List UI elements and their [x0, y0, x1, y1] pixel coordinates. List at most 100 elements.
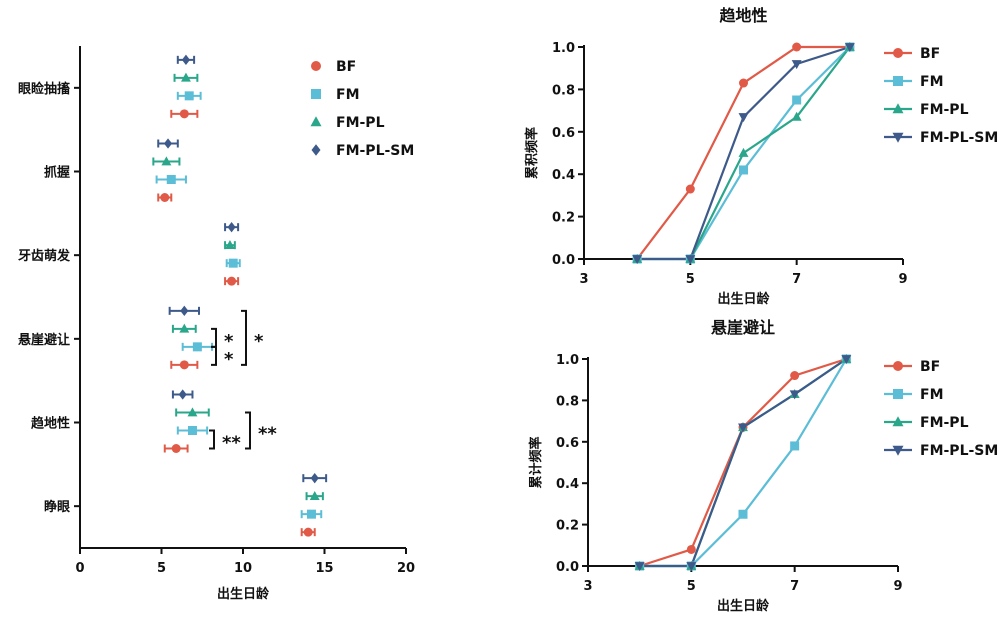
legend-label: FM-PL-SM	[336, 143, 414, 159]
x-tick-label: 5	[686, 272, 695, 287]
cliff-avoidance-cumulative-chart: 悬崖避让 0.0 0.2 0.4 0.6 0.8 1.0 3 5 7 9 BF FM FM-PL FM-…	[528, 318, 998, 614]
fm-point	[306, 509, 316, 519]
y-tick-label: 0.4	[552, 168, 575, 183]
legend-label: BF	[920, 359, 940, 375]
cliff-avoidance-legend: BF FM FM-PL FM-PL-SM	[884, 359, 998, 459]
milestone-points	[160, 54, 320, 537]
legend-label: FM	[920, 387, 944, 403]
legend-label: FM-PL-SM	[920, 130, 998, 146]
fm-point	[192, 342, 202, 352]
geotaxis-lines	[632, 41, 855, 265]
legend-label: FM-PL	[920, 415, 969, 431]
milestone-legend: BF FM FM-PL FM-PL-SM	[310, 59, 414, 159]
legend-label: BF	[920, 46, 940, 62]
significance-label: **	[222, 433, 241, 454]
y-tick-label: 0.8	[556, 394, 579, 409]
category-label: 抓握	[44, 165, 70, 181]
x-tick-label: 10	[234, 561, 252, 576]
fm-pl-point	[187, 407, 198, 417]
bf-legend-marker	[311, 61, 321, 71]
fm-pl-sm-point	[632, 255, 643, 265]
category-label: 趋地性	[31, 416, 70, 432]
milestone-x-axis-title: 出生日龄	[217, 586, 270, 602]
fm-pl-sm-point	[178, 389, 187, 400]
y-tick-label: 0.2	[552, 211, 575, 226]
y-tick-label: 0.6	[556, 436, 579, 451]
category-label: 悬崖避让	[18, 332, 70, 348]
y-tick-label: 0.4	[556, 477, 579, 492]
fm-pl-point	[179, 323, 190, 333]
fm-pl-sm-point	[180, 305, 189, 317]
fm-point	[228, 258, 238, 268]
cliff-avoidance-y-axis-title: 累计频率	[528, 436, 544, 488]
significance-annotations: ***** **	[209, 309, 277, 454]
fm-point	[738, 509, 748, 519]
y-tick-label: 0.8	[552, 83, 575, 98]
cliff-avoidance-x-axis-title: 出生日龄	[717, 598, 770, 614]
x-tick-label: 5	[157, 561, 166, 576]
legend-label: FM	[336, 87, 360, 103]
bf-point	[686, 544, 696, 554]
bf-point	[792, 42, 802, 52]
fm-pl-sm-point	[738, 113, 749, 123]
x-tick-label: 20	[397, 561, 415, 576]
bf-point	[685, 184, 695, 194]
fm-pl-legend-marker	[310, 116, 322, 127]
fm-pl-sm-point	[227, 221, 236, 233]
fm-legend-marker	[311, 89, 321, 99]
fm-pl-legend-marker	[892, 103, 904, 114]
significance-bracket	[211, 345, 217, 366]
bf-legend-marker	[893, 361, 903, 371]
fm-pl-sm-point	[686, 562, 697, 572]
x-tick-label: 7	[792, 272, 801, 287]
x-tick-label: 5	[687, 579, 696, 594]
fm-pl-sm-point	[310, 472, 319, 484]
fm-pl-point	[181, 72, 191, 82]
fm-pl-sm-point	[181, 54, 190, 66]
y-tick-label: 1.0	[556, 353, 579, 368]
y-tick-label: 0.6	[552, 126, 575, 141]
bf-point	[171, 444, 181, 453]
bf-point	[179, 109, 189, 119]
bf-point	[790, 371, 800, 381]
x-tick-label: 3	[579, 272, 588, 287]
fm-point	[187, 426, 197, 435]
fm-pl-sm-legend-marker	[311, 144, 321, 156]
significance-label: **	[258, 424, 277, 445]
fm-legend-marker	[893, 389, 903, 399]
fm-line	[639, 358, 848, 568]
cliff-avoidance-lines	[634, 353, 852, 572]
fm-pl-line	[639, 358, 847, 568]
fm-pl-sm-point	[634, 562, 645, 572]
category-label: 牙齿萌发	[18, 248, 71, 264]
bf-legend-marker	[893, 48, 903, 58]
fm-pl-sm-legend-marker	[892, 445, 904, 456]
fm-point	[792, 95, 802, 105]
significance-label: *	[254, 331, 264, 352]
bf-point	[160, 193, 170, 202]
fm-legend-marker	[893, 76, 903, 86]
cliff-avoidance-axes: 0.0 0.2 0.4 0.6 0.8 1.0 3 5 7 9	[556, 353, 903, 594]
fm-pl-point	[309, 490, 320, 500]
fm-pl-sm-point	[738, 423, 748, 433]
x-tick-label: 3	[583, 579, 592, 594]
bf-point	[227, 276, 237, 286]
legend-label: BF	[336, 59, 356, 75]
milestone-error-bars	[152, 55, 328, 537]
geotaxis-axes: 0.0 0.2 0.4 0.6 0.8 1.0 3 5 7 9	[552, 41, 908, 287]
x-tick-label: 9	[898, 272, 907, 287]
fm-pl-legend-marker	[892, 416, 904, 427]
category-label: 睁眼	[44, 499, 71, 515]
x-tick-label: 15	[315, 561, 333, 576]
fm-pl-sm-point	[791, 60, 802, 70]
fm-pl-point	[161, 156, 172, 166]
significance-label: *	[224, 331, 234, 352]
bf-line	[639, 357, 847, 568]
y-tick-label: 0.2	[556, 519, 579, 534]
fm-pl-sm-line	[639, 358, 847, 568]
cliff-avoidance-chart-title: 悬崖避让	[710, 318, 775, 337]
geotaxis-x-axis-title: 出生日龄	[717, 291, 770, 307]
